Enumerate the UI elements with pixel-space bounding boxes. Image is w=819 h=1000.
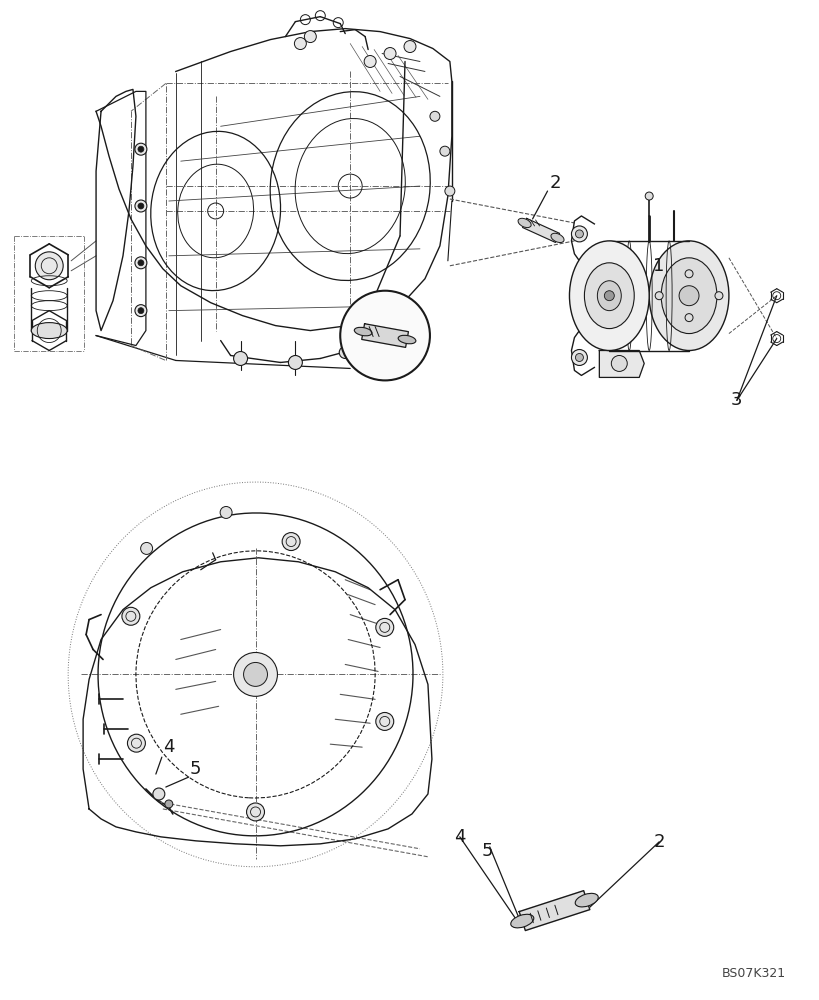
Circle shape [364,56,376,67]
Text: 3: 3 [731,391,742,409]
Text: 5: 5 [482,842,493,860]
Ellipse shape [510,914,533,928]
Circle shape [445,186,455,196]
Text: 4: 4 [163,738,174,756]
Circle shape [138,203,143,209]
Circle shape [127,734,145,752]
Circle shape [294,38,306,50]
Circle shape [138,146,143,152]
Circle shape [282,533,300,551]
Circle shape [122,607,140,625]
Circle shape [714,292,722,300]
Circle shape [288,355,302,369]
Ellipse shape [584,263,633,329]
Text: 1: 1 [653,257,664,275]
Polygon shape [522,218,559,242]
Ellipse shape [596,281,621,311]
Circle shape [233,352,247,365]
Text: 2: 2 [653,833,664,851]
Circle shape [243,662,267,686]
Polygon shape [361,324,408,347]
Circle shape [135,143,147,155]
Circle shape [152,788,165,800]
Circle shape [684,270,692,278]
Circle shape [138,308,143,314]
Ellipse shape [550,233,563,243]
Circle shape [375,712,393,730]
Ellipse shape [649,241,728,351]
Text: 4: 4 [454,828,465,846]
Circle shape [233,652,277,696]
Polygon shape [599,351,644,377]
Circle shape [645,192,653,200]
Circle shape [135,305,147,317]
Circle shape [304,31,316,43]
Circle shape [604,291,613,301]
Circle shape [135,257,147,269]
Circle shape [404,41,415,53]
Circle shape [678,286,698,306]
Circle shape [439,146,450,156]
Ellipse shape [574,893,598,907]
Text: 5: 5 [190,760,201,778]
Ellipse shape [568,241,649,351]
Ellipse shape [660,258,716,334]
Circle shape [684,314,692,322]
Circle shape [35,252,63,280]
Circle shape [339,347,351,358]
Circle shape [611,355,627,371]
Circle shape [165,800,173,808]
Circle shape [571,226,586,242]
Circle shape [383,48,396,59]
Text: BS07K321: BS07K321 [721,967,785,980]
Circle shape [575,230,582,238]
Text: 2: 2 [549,174,560,192]
Ellipse shape [518,218,531,228]
Circle shape [571,350,586,365]
Circle shape [138,260,143,266]
Circle shape [247,803,265,821]
Ellipse shape [354,327,372,336]
Polygon shape [518,891,589,931]
Circle shape [375,618,393,636]
Ellipse shape [31,323,67,339]
Circle shape [219,506,232,518]
Circle shape [340,291,429,380]
Circle shape [141,542,152,554]
Circle shape [654,292,663,300]
Ellipse shape [398,335,415,344]
Circle shape [575,353,582,361]
Circle shape [429,111,439,121]
Circle shape [135,200,147,212]
